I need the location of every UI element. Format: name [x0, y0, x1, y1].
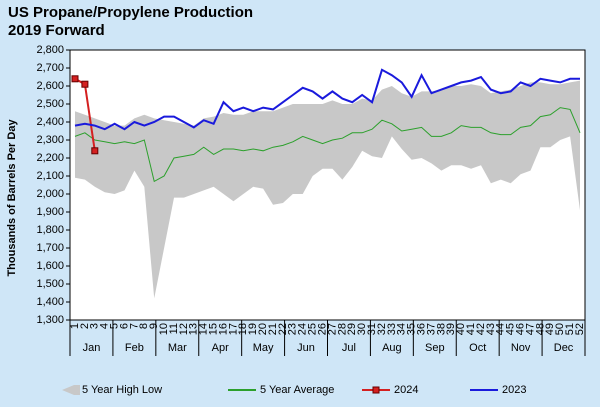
x-tick-label: 20: [257, 323, 269, 335]
month-label: Dec: [554, 342, 574, 354]
x-tick-label: 22: [277, 323, 289, 335]
x-tick-label: 6: [118, 323, 130, 329]
x-tick-label: 37: [425, 323, 437, 335]
y-tick-label: 1,400: [36, 296, 64, 308]
legend-label: 2024: [394, 384, 418, 396]
x-tick-label: 51: [564, 323, 576, 335]
y-tick-label: 2,200: [36, 152, 64, 164]
point-marker: [81, 80, 89, 88]
x-tick-label: 8: [138, 323, 150, 329]
month-label: Aug: [382, 342, 402, 354]
x-tick-label: 21: [267, 323, 279, 335]
x-tick-label: 49: [544, 323, 556, 335]
x-tick-label: 5: [109, 323, 121, 329]
x-tick-label: 25: [307, 323, 319, 335]
y-tick-label: 2,500: [36, 98, 64, 110]
x-tick-label: 31: [366, 323, 378, 335]
point-marker: [91, 147, 99, 155]
y-tick-label: 2,000: [36, 188, 64, 200]
y-tick-label: 1,900: [36, 206, 64, 218]
x-tick-label: 16: [217, 323, 229, 335]
x-tick-label: 15: [208, 323, 220, 335]
y-axis-label: Thousands of Barrels Per Day: [6, 119, 18, 277]
x-tick-label: 39: [445, 323, 457, 335]
x-tick-label: 44: [495, 323, 507, 335]
x-tick-label: 3: [89, 323, 101, 329]
x-tick-label: 10: [158, 323, 170, 335]
band-area: [75, 80, 580, 299]
x-tick-label: 38: [435, 323, 447, 335]
x-tick-label: 7: [128, 323, 140, 329]
month-label: Jun: [297, 342, 315, 354]
y-tick-label: 2,100: [36, 170, 64, 182]
x-tick-label: 9: [148, 323, 160, 329]
series-line: [74, 107, 581, 183]
legend-swatch: [62, 385, 80, 395]
chart-subtitle: 2019 Forward: [8, 22, 105, 39]
legend-label: 5 Year Average: [260, 384, 334, 396]
x-tick-label: 26: [316, 323, 328, 335]
y-tick-label: 2,800: [36, 44, 64, 56]
x-tick-label: 46: [514, 323, 526, 335]
month-label: Jan: [83, 342, 101, 354]
y-tick-label: 1,500: [36, 278, 64, 290]
legend-label: 5 Year High Low: [82, 384, 162, 396]
month-label: Mar: [168, 342, 187, 354]
y-tick-label: 2,400: [36, 116, 64, 128]
x-tick-label: 52: [574, 323, 586, 335]
x-tick-label: 28: [336, 323, 348, 335]
x-tick-label: 41: [465, 323, 477, 335]
x-tick-label: 36: [415, 323, 427, 335]
x-tick-label: 17: [227, 323, 239, 335]
chart-title: US Propane/Propylene Production: [8, 4, 253, 21]
x-tick-label: 11: [168, 323, 180, 334]
x-tick-label: 48: [534, 323, 546, 335]
x-tick-label: 24: [297, 323, 309, 335]
month-label: May: [253, 342, 274, 354]
x-tick-label: 35: [406, 323, 418, 335]
x-tick-label: 14: [198, 323, 210, 335]
x-tick-label: 29: [346, 323, 358, 335]
x-tick-label: 40: [455, 323, 467, 335]
legend-label: 2023: [502, 384, 526, 396]
x-tick-label: 50: [554, 323, 566, 335]
x-tick-label: 13: [188, 323, 200, 335]
x-tick-label: 27: [326, 323, 338, 335]
month-label: Sep: [425, 342, 445, 354]
x-tick-label: 30: [356, 323, 368, 335]
x-tick-label: 19: [247, 323, 259, 335]
x-tick-label: 23: [287, 323, 299, 335]
month-label: Nov: [511, 342, 531, 354]
y-tick-label: 1,600: [36, 260, 64, 272]
x-tick-label: 33: [386, 323, 398, 335]
x-tick-label: 2: [79, 323, 91, 329]
series-line: [74, 68, 580, 131]
legend-marker: [372, 386, 380, 394]
x-tick-label: 18: [237, 323, 249, 335]
x-tick-label: 4: [99, 323, 111, 329]
y-tick-label: 1,700: [36, 242, 64, 254]
y-tick-label: 2,600: [36, 80, 64, 92]
x-tick-label: 47: [524, 323, 536, 335]
x-tick-label: 34: [396, 323, 408, 335]
y-tick-label: 2,300: [36, 134, 64, 146]
x-tick-label: 1: [69, 323, 81, 329]
month-label: Feb: [125, 342, 144, 354]
x-tick-label: 43: [485, 323, 497, 335]
x-tick-label: 12: [178, 323, 190, 335]
month-label: Oct: [469, 342, 486, 354]
x-tick-label: 42: [475, 323, 487, 335]
y-tick-label: 2,700: [36, 62, 64, 74]
y-tick-label: 1,800: [36, 224, 64, 236]
month-label: Apr: [212, 342, 229, 354]
point-marker: [71, 75, 79, 83]
x-tick-label: 32: [376, 323, 388, 335]
x-tick-label: 45: [505, 323, 517, 335]
month-label: Jul: [342, 342, 356, 354]
y-tick-label: 1,300: [36, 314, 64, 326]
